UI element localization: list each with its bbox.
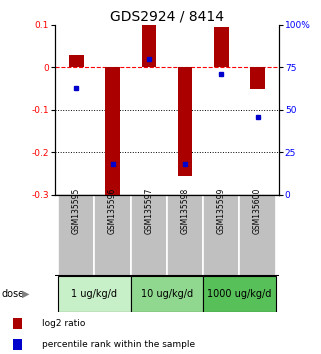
Text: log2 ratio: log2 ratio [42,319,85,328]
Text: GSM135595: GSM135595 [72,187,81,234]
Bar [69,55,83,67]
Bar [142,25,156,67]
Bar [250,67,265,88]
Bar [13,339,22,350]
Title: GDS2924 / 8414: GDS2924 / 8414 [110,10,224,24]
Bar [203,195,239,276]
Bar [58,195,94,276]
Text: ▶: ▶ [22,289,29,299]
Bar [167,195,203,276]
Text: GSM135596: GSM135596 [108,187,117,234]
Bar [58,276,131,312]
Text: GSM135600: GSM135600 [253,187,262,234]
Bar [131,195,167,276]
Bar [105,67,120,195]
Bar [239,195,276,276]
Bar [13,318,22,329]
Text: GSM135599: GSM135599 [217,187,226,234]
Text: 1 ug/kg/d: 1 ug/kg/d [72,289,117,299]
Bar [94,195,131,276]
Bar [203,276,276,312]
Bar [131,276,203,312]
Text: percentile rank within the sample: percentile rank within the sample [42,340,195,349]
Text: dose: dose [2,289,25,299]
Text: 1000 ug/kg/d: 1000 ug/kg/d [207,289,272,299]
Text: GSM135597: GSM135597 [144,187,153,234]
Bar [214,27,229,67]
Bar [178,67,192,176]
Text: 10 ug/kg/d: 10 ug/kg/d [141,289,193,299]
Text: GSM135598: GSM135598 [180,188,189,234]
